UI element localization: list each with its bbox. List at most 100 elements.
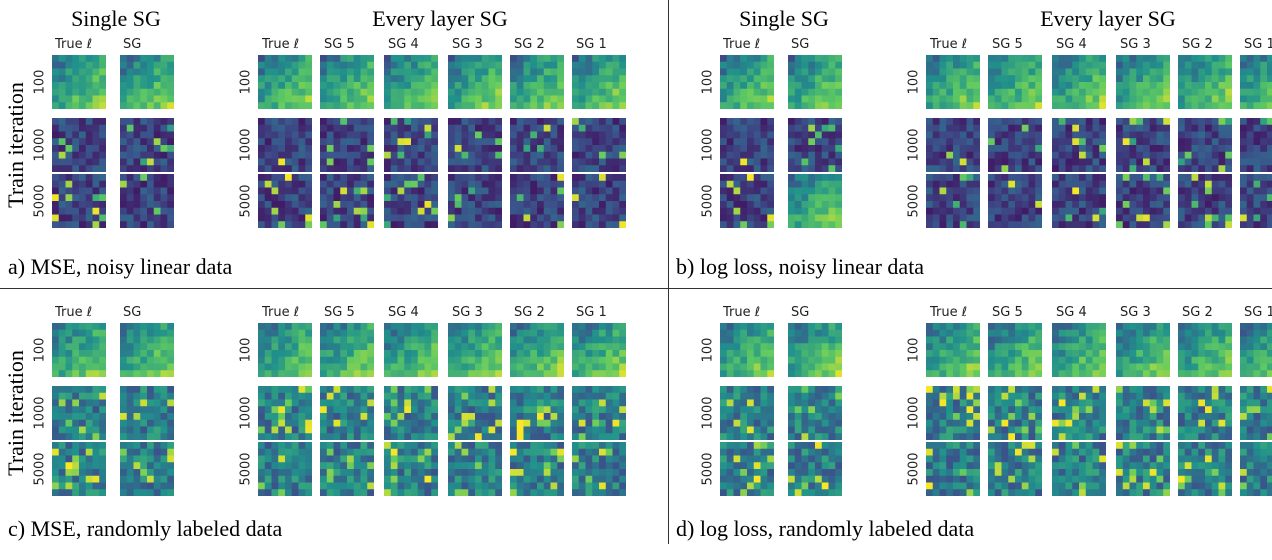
heatmap-cell (384, 483, 391, 490)
heatmap-cell (613, 221, 620, 228)
heatmap-cell (285, 393, 292, 400)
heatmap-cell (147, 330, 154, 337)
heatmap-cell (1116, 118, 1123, 125)
heatmap-cell (52, 433, 59, 440)
heatmap-cell (299, 69, 306, 76)
heatmap-cell (462, 330, 469, 337)
heatmap-cell (278, 462, 285, 469)
heatmap-cell (340, 337, 347, 344)
heatmap-cell (530, 194, 537, 201)
heatmap-cell (829, 152, 836, 159)
heatmap-cell (334, 489, 341, 496)
heatmap-cell (455, 386, 462, 393)
heatmap (788, 55, 842, 109)
heatmap-cell (334, 406, 341, 413)
heatmap-cell (967, 89, 974, 96)
heatmap-cell (579, 221, 586, 228)
heatmap-cell (411, 145, 418, 152)
heatmap-cell (278, 165, 285, 172)
heatmap-cell (167, 118, 174, 125)
heatmap-cell (134, 125, 141, 132)
heatmap-cell (1163, 201, 1170, 208)
heatmap-cell (1267, 152, 1272, 159)
heatmap-cell (592, 420, 599, 427)
heatmap-cell (551, 159, 558, 166)
heatmap-cell (272, 89, 279, 96)
heatmap-cell (398, 165, 405, 172)
heatmap-cell (557, 159, 564, 166)
heatmap-cell (462, 469, 469, 476)
heatmap-cell (99, 118, 106, 125)
heatmap-cell (161, 393, 168, 400)
heatmap-cell (154, 323, 161, 330)
heatmap-cell (795, 215, 802, 222)
heatmap-cell (161, 427, 168, 434)
heatmap-cell (418, 102, 425, 109)
heatmap-cell (278, 489, 285, 496)
heatmap-cell (272, 55, 279, 62)
heatmap-cell (425, 449, 432, 456)
heatmap-cell (411, 208, 418, 215)
heatmap-cell (586, 132, 593, 139)
heatmap-cell (425, 188, 432, 195)
heatmap-cell (425, 337, 432, 344)
heatmap-cell (1163, 165, 1170, 172)
heatmap-cell (1002, 125, 1009, 132)
heatmap-cell (334, 132, 341, 139)
heatmap-cell (940, 337, 947, 344)
heatmap-cell (391, 393, 398, 400)
heatmap-cell (278, 427, 285, 434)
heatmap (788, 174, 842, 228)
heatmap-cell (272, 330, 279, 337)
heatmap (258, 386, 312, 440)
heatmap-cell (154, 393, 161, 400)
heatmap-cell (1178, 188, 1185, 195)
heatmap-cell (462, 165, 469, 172)
heatmap-cell (354, 456, 361, 463)
heatmap-cell (815, 118, 822, 125)
heatmap-cell (619, 125, 626, 132)
heatmap-cell (431, 330, 438, 337)
heatmap-cell (327, 201, 334, 208)
heatmap-cell (530, 420, 537, 427)
heatmap-cell (391, 89, 398, 96)
heatmap-cell (1029, 221, 1036, 228)
heatmap-cell (305, 125, 312, 132)
heatmap-cell (1150, 62, 1157, 69)
heatmap-cell (544, 96, 551, 103)
heatmap-cell (822, 118, 829, 125)
heatmap-cell (720, 174, 727, 181)
heatmap-cell (120, 159, 127, 166)
heatmap (1240, 55, 1272, 109)
heatmap-cell (320, 323, 327, 330)
heatmap-cell (140, 323, 147, 330)
heatmap-cell (592, 489, 599, 496)
heatmap-cell (946, 125, 953, 132)
heatmap-cell (475, 55, 482, 62)
heatmap-cell (391, 337, 398, 344)
heatmap-cell (1116, 132, 1123, 139)
heatmap-cell (489, 62, 496, 69)
heatmap-cell (134, 62, 141, 69)
heatmap-cell (425, 138, 432, 145)
heatmap-cell (448, 427, 455, 434)
heatmap-cell (1198, 102, 1205, 109)
heatmap-cell (1015, 152, 1022, 159)
heatmap-cell (327, 400, 334, 407)
heatmap-cell (761, 221, 768, 228)
heatmap-cell (1178, 174, 1185, 181)
heatmap-cell (99, 420, 106, 427)
heatmap-cell (586, 55, 593, 62)
heatmap-cell (384, 476, 391, 483)
heatmap-cell (278, 62, 285, 69)
heatmap-cell (835, 194, 842, 201)
heatmap-cell (1150, 215, 1157, 222)
heatmap-cell (599, 165, 606, 172)
heatmap-cell (551, 469, 558, 476)
heatmap-cell (52, 386, 59, 393)
heatmap-cell (599, 476, 606, 483)
heatmap-cell (418, 420, 425, 427)
heatmap-cell (361, 69, 368, 76)
heatmap-cell (361, 386, 368, 393)
heatmap-cell (1099, 69, 1106, 76)
